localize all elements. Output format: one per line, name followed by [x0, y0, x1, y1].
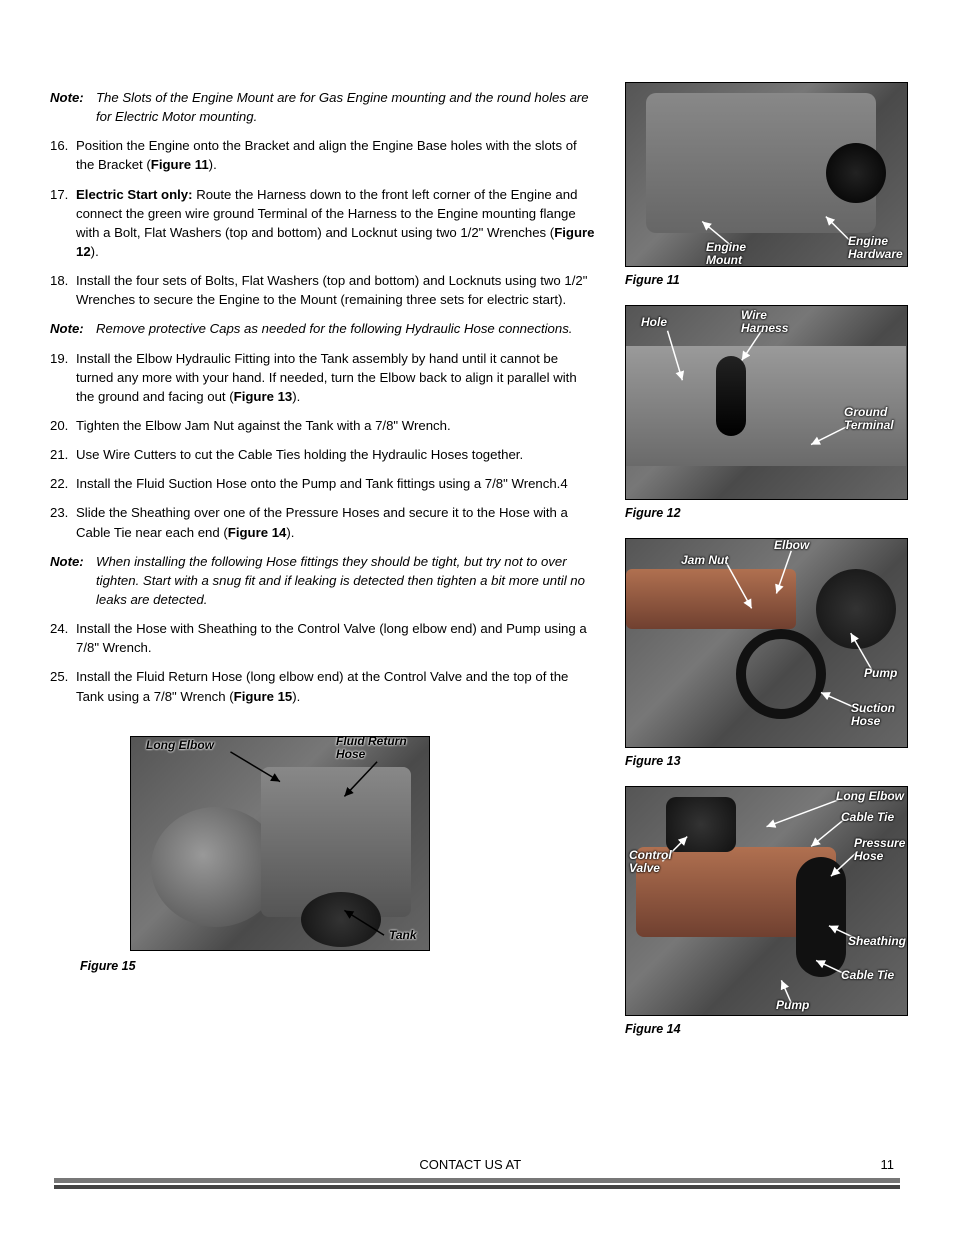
note-label: Note:	[50, 88, 96, 126]
label-elbow: Elbow	[774, 539, 809, 552]
figure-14-caption: Figure 14	[625, 1022, 908, 1036]
figure-12-caption: Figure 12	[625, 506, 908, 520]
note-body: Remove protective Caps as needed for the…	[96, 319, 595, 338]
step-21: Use Wire Cutters to cut the Cable Ties h…	[50, 445, 595, 464]
label-sheathing: Sheathing	[848, 935, 906, 948]
figure-11-image: Engine Mount Engine Hardware	[625, 82, 908, 267]
figref-13: Figure 13	[234, 389, 293, 404]
steps-list: Position the Engine onto the Bracket and…	[50, 136, 595, 309]
label-cable-tie-2: Cable Tie	[841, 969, 894, 982]
footer-bar-2	[54, 1185, 900, 1189]
label-fluid-return-hose: Fluid Return Hose	[336, 736, 407, 761]
label-suction-hose: Suction Hose	[851, 702, 895, 728]
label-engine-hardware: Engine Hardware	[848, 235, 903, 261]
label-control-valve: Control Valve	[629, 849, 672, 875]
figref-14: Figure 14	[228, 525, 287, 540]
step-24: Install the Hose with Sheathing to the C…	[50, 619, 595, 657]
note-label: Note:	[50, 552, 96, 609]
figure-11: Engine Mount Engine Hardware Figure 11	[625, 82, 908, 287]
figure-15-caption: Figure 15	[80, 957, 595, 975]
note-body: When installing the following Hose fitti…	[96, 552, 595, 609]
label-cable-tie-1: Cable Tie	[841, 811, 894, 824]
figure-13-image: Elbow Jam Nut Pump Suction Hose	[625, 538, 908, 748]
footer-bar-1	[54, 1178, 900, 1183]
step-25: Install the Fluid Return Hose (long elbo…	[50, 667, 595, 705]
figure-13: Elbow Jam Nut Pump Suction Hose Figure 1…	[625, 538, 908, 768]
label-ground-terminal: Ground Terminal	[844, 406, 894, 432]
figure-12-image: Hole Wire Harness Ground Terminal	[625, 305, 908, 500]
step-18: Install the four sets of Bolts, Flat Was…	[50, 271, 595, 309]
figure-12: Hole Wire Harness Ground Terminal Figure…	[625, 305, 908, 520]
step-17: Electric Start only: Route the Harness d…	[50, 185, 595, 262]
figref-15: Figure 15	[234, 689, 293, 704]
label-wire-harness: Wire Harness	[741, 309, 788, 335]
note-body: The Slots of the Engine Mount are for Ga…	[96, 88, 595, 126]
step-16: Position the Engine onto the Bracket and…	[50, 136, 595, 174]
label-pressure-hose: Pressure Hose	[854, 837, 905, 863]
figref-11: Figure 11	[151, 157, 209, 172]
figure-11-caption: Figure 11	[625, 273, 908, 287]
step-23: Slide the Sheathing over one of the Pres…	[50, 503, 595, 541]
page-footer: CONTACT US AT 11	[54, 1157, 900, 1189]
note-engine-mount: Note: The Slots of the Engine Mount are …	[50, 88, 595, 126]
steps-list-2: Install the Elbow Hydraulic Fitting into…	[50, 349, 595, 542]
step-17-lead: Electric Start only:	[76, 187, 193, 202]
figure-14: Long Elbow Cable Tie Pressure Hose Sheat…	[625, 786, 908, 1036]
footer-page-number: 11	[881, 1157, 895, 1172]
label-tank: Tank	[389, 929, 417, 942]
figure-15-image: Long Elbow Fluid Return Hose Tank	[130, 736, 430, 951]
footer-contact: CONTACT US AT	[419, 1157, 521, 1172]
label-hole: Hole	[641, 316, 667, 329]
step-19: Install the Elbow Hydraulic Fitting into…	[50, 349, 595, 406]
note-caps: Note: Remove protective Caps as needed f…	[50, 319, 595, 338]
figure-13-caption: Figure 13	[625, 754, 908, 768]
steps-list-3: Install the Hose with Sheathing to the C…	[50, 619, 595, 706]
label-pump: Pump	[776, 999, 809, 1012]
step-20: Tighten the Elbow Jam Nut against the Ta…	[50, 416, 595, 435]
figure-14-image: Long Elbow Cable Tie Pressure Hose Sheat…	[625, 786, 908, 1016]
label-long-elbow: Long Elbow	[836, 790, 904, 803]
label-long-elbow: Long Elbow	[146, 739, 214, 752]
label-engine-mount: Engine Mount	[706, 241, 746, 267]
label-pump: Pump	[864, 667, 897, 680]
note-label: Note:	[50, 319, 96, 338]
step-22: Install the Fluid Suction Hose onto the …	[50, 474, 595, 493]
figure-15: Long Elbow Fluid Return Hose Tank Figure…	[130, 736, 595, 975]
note-hose: Note: When installing the following Hose…	[50, 552, 595, 609]
label-jam-nut: Jam Nut	[681, 554, 728, 567]
